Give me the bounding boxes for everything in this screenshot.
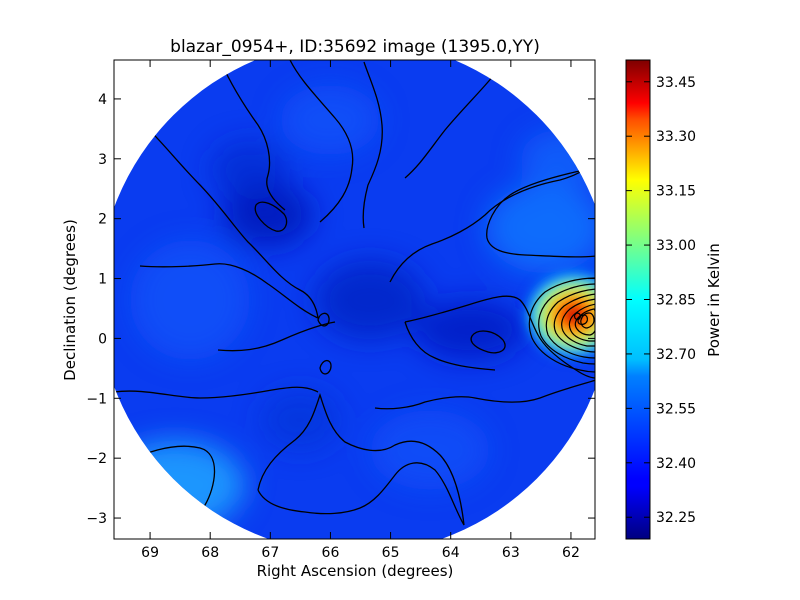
y-tick-label: −2 <box>86 451 107 467</box>
y-tick-label: 1 <box>98 272 107 288</box>
chart-title: blazar_0954+, ID:35692 image (1395.0,YY) <box>170 37 540 57</box>
peak-contours <box>528 277 595 373</box>
x-tick-label: 64 <box>442 545 460 561</box>
colorbar-ticks: 32.25 32.40 32.55 32.70 32.85 33.00 33.15 33.30… <box>626 75 696 526</box>
y-tick-label: 3 <box>98 152 107 168</box>
heatmap-image <box>114 60 595 539</box>
y-tick-label: 2 <box>98 212 107 228</box>
x-tick-label: 65 <box>382 545 400 561</box>
colorbar-tick-label: 33.45 <box>656 75 696 91</box>
colorbar: 32.25 32.40 32.55 32.70 32.85 33.00 33.15 33.30… <box>625 59 723 540</box>
colorbar-tick-label: 32.25 <box>656 510 696 526</box>
colorbar-tick-label: 32.85 <box>656 293 696 309</box>
x-axis-label: Right Ascension (degrees) <box>257 562 454 580</box>
colorbar-label: Power in Kelvin <box>705 243 723 357</box>
colorbar-tick-label: 33.15 <box>656 184 696 200</box>
x-tick-label: 63 <box>502 545 520 561</box>
colorbar-tick-label: 32.40 <box>656 456 696 472</box>
y-tick-label: −1 <box>86 391 107 407</box>
x-tick-label: 62 <box>562 545 580 561</box>
x-tick-label: 69 <box>141 545 159 561</box>
colorbar-tick-label: 32.70 <box>656 347 696 363</box>
colorbar-tick-label: 33.30 <box>656 129 696 145</box>
x-axis-ticks: 69 68 67 66 65 64 63 62 <box>141 60 580 561</box>
y-tick-label: −3 <box>86 511 107 527</box>
colorbar-tick-label: 33.00 <box>656 238 696 254</box>
colorbar-tick-label: 32.55 <box>656 401 696 417</box>
plot-frame <box>113 59 596 540</box>
y-axis-label: Declination (degrees) <box>61 219 79 381</box>
x-tick-label: 66 <box>322 545 340 561</box>
y-axis-ticks: −3 −2 −1 0 1 2 3 4 <box>86 92 595 527</box>
y-tick-label: 4 <box>98 92 107 108</box>
x-tick-label: 67 <box>261 545 279 561</box>
beam-marker <box>547 64 593 110</box>
y-tick-label: 0 <box>98 331 107 347</box>
x-tick-label: 68 <box>201 545 219 561</box>
